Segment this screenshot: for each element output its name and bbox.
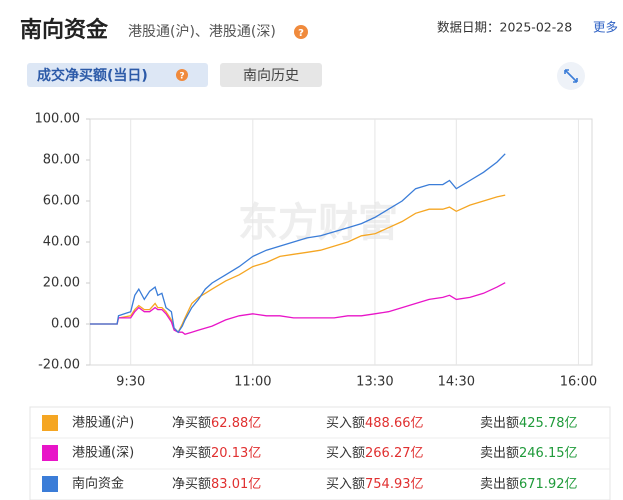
cell-label: 买入额 [326, 446, 365, 461]
more-link[interactable]: 更多 [593, 20, 618, 35]
help-text: ? [298, 28, 304, 39]
summary-cell: 卖出额425.78亿 [480, 416, 578, 431]
cell-label: 卖出额 [480, 477, 519, 492]
x-tick-label: 16:00 [560, 375, 597, 390]
summary-cell: 买入额488.66亿 [326, 416, 424, 431]
y-tick-label: 80.00 [43, 153, 80, 168]
cell-label: 净买额 [172, 416, 211, 431]
cell-label: 买入额 [326, 416, 365, 431]
summary-cell: 卖出额671.92亿 [480, 477, 578, 492]
x-tick-label: 14:30 [438, 375, 475, 390]
summary-cell: 净买额83.01亿 [172, 477, 261, 492]
tab-active[interactable] [27, 63, 208, 87]
series-line [90, 282, 506, 336]
series-line [90, 194, 506, 334]
expand-icon [564, 69, 578, 83]
cell-label: 净买额 [172, 446, 211, 461]
date: 数据日期：2025-02-28 [437, 20, 572, 35]
legend-swatch [42, 415, 58, 431]
summary-table [29, 406, 611, 500]
watermark: 东方财富 [238, 200, 398, 246]
help-icon[interactable] [294, 25, 308, 39]
y-tick-label: 20.00 [43, 276, 80, 291]
y-tick-label: 100.00 [35, 112, 81, 127]
summary-cell: 净买额62.88亿 [172, 416, 261, 431]
cell-value: 488.66亿 [365, 416, 424, 431]
legend-label: 港股通(深) [72, 446, 134, 461]
x-tick-label: 11:00 [234, 375, 271, 390]
tab-label: 成交净买额(当日) [37, 67, 148, 84]
y-tick-label: 40.00 [43, 235, 80, 250]
summary-cell: 净买额20.13亿 [172, 446, 261, 461]
series-line [90, 153, 506, 334]
summary-cell: 买入额754.93亿 [326, 477, 424, 492]
cell-value: 266.27亿 [365, 446, 424, 461]
cell-label: 买入额 [326, 477, 365, 492]
help-text: ? [179, 72, 184, 82]
cell-value: 246.15亿 [519, 446, 578, 461]
tab-label: 南向历史 [243, 68, 299, 84]
cell-value: 754.93亿 [365, 477, 424, 492]
x-tick-label: 9:30 [116, 375, 145, 390]
tab[interactable] [220, 63, 322, 87]
cell-value: 62.88亿 [211, 416, 261, 431]
cell-value: 425.78亿 [519, 416, 578, 431]
x-tick-label: 13:30 [356, 375, 393, 390]
y-tick-label: 0.00 [51, 317, 80, 332]
cell-value: 83.01亿 [211, 477, 261, 492]
table-body: 港股通(沪) 净买额62.88亿 买入额488.66亿 卖出额425.78亿港股通(深… [30, 415, 610, 492]
legend-swatch [42, 476, 58, 492]
cell-value: 671.92亿 [519, 477, 578, 492]
cell-label: 卖出额 [480, 416, 519, 431]
help-icon[interactable] [176, 69, 188, 81]
title: 南向资金 [20, 17, 109, 43]
legend-label: 南向资金 [72, 476, 124, 492]
summary-cell: 买入额266.27亿 [326, 446, 424, 461]
y-tick-label: -20.00 [38, 358, 80, 373]
subtitle: 港股通(沪)、港股通(深) [128, 24, 276, 40]
y-tick-label: 60.00 [43, 194, 80, 209]
summary-cell: 卖出额246.15亿 [480, 446, 578, 461]
cell-label: 净买额 [172, 477, 211, 492]
legend-swatch [42, 445, 58, 461]
legend-label: 港股通(沪) [72, 415, 134, 431]
cell-value: 20.13亿 [211, 446, 261, 461]
chart: -20.00 0.00 20.00 40.00 60.00 80.00 100.00 9:30… [35, 112, 598, 390]
cell-label: 卖出额 [480, 446, 519, 461]
